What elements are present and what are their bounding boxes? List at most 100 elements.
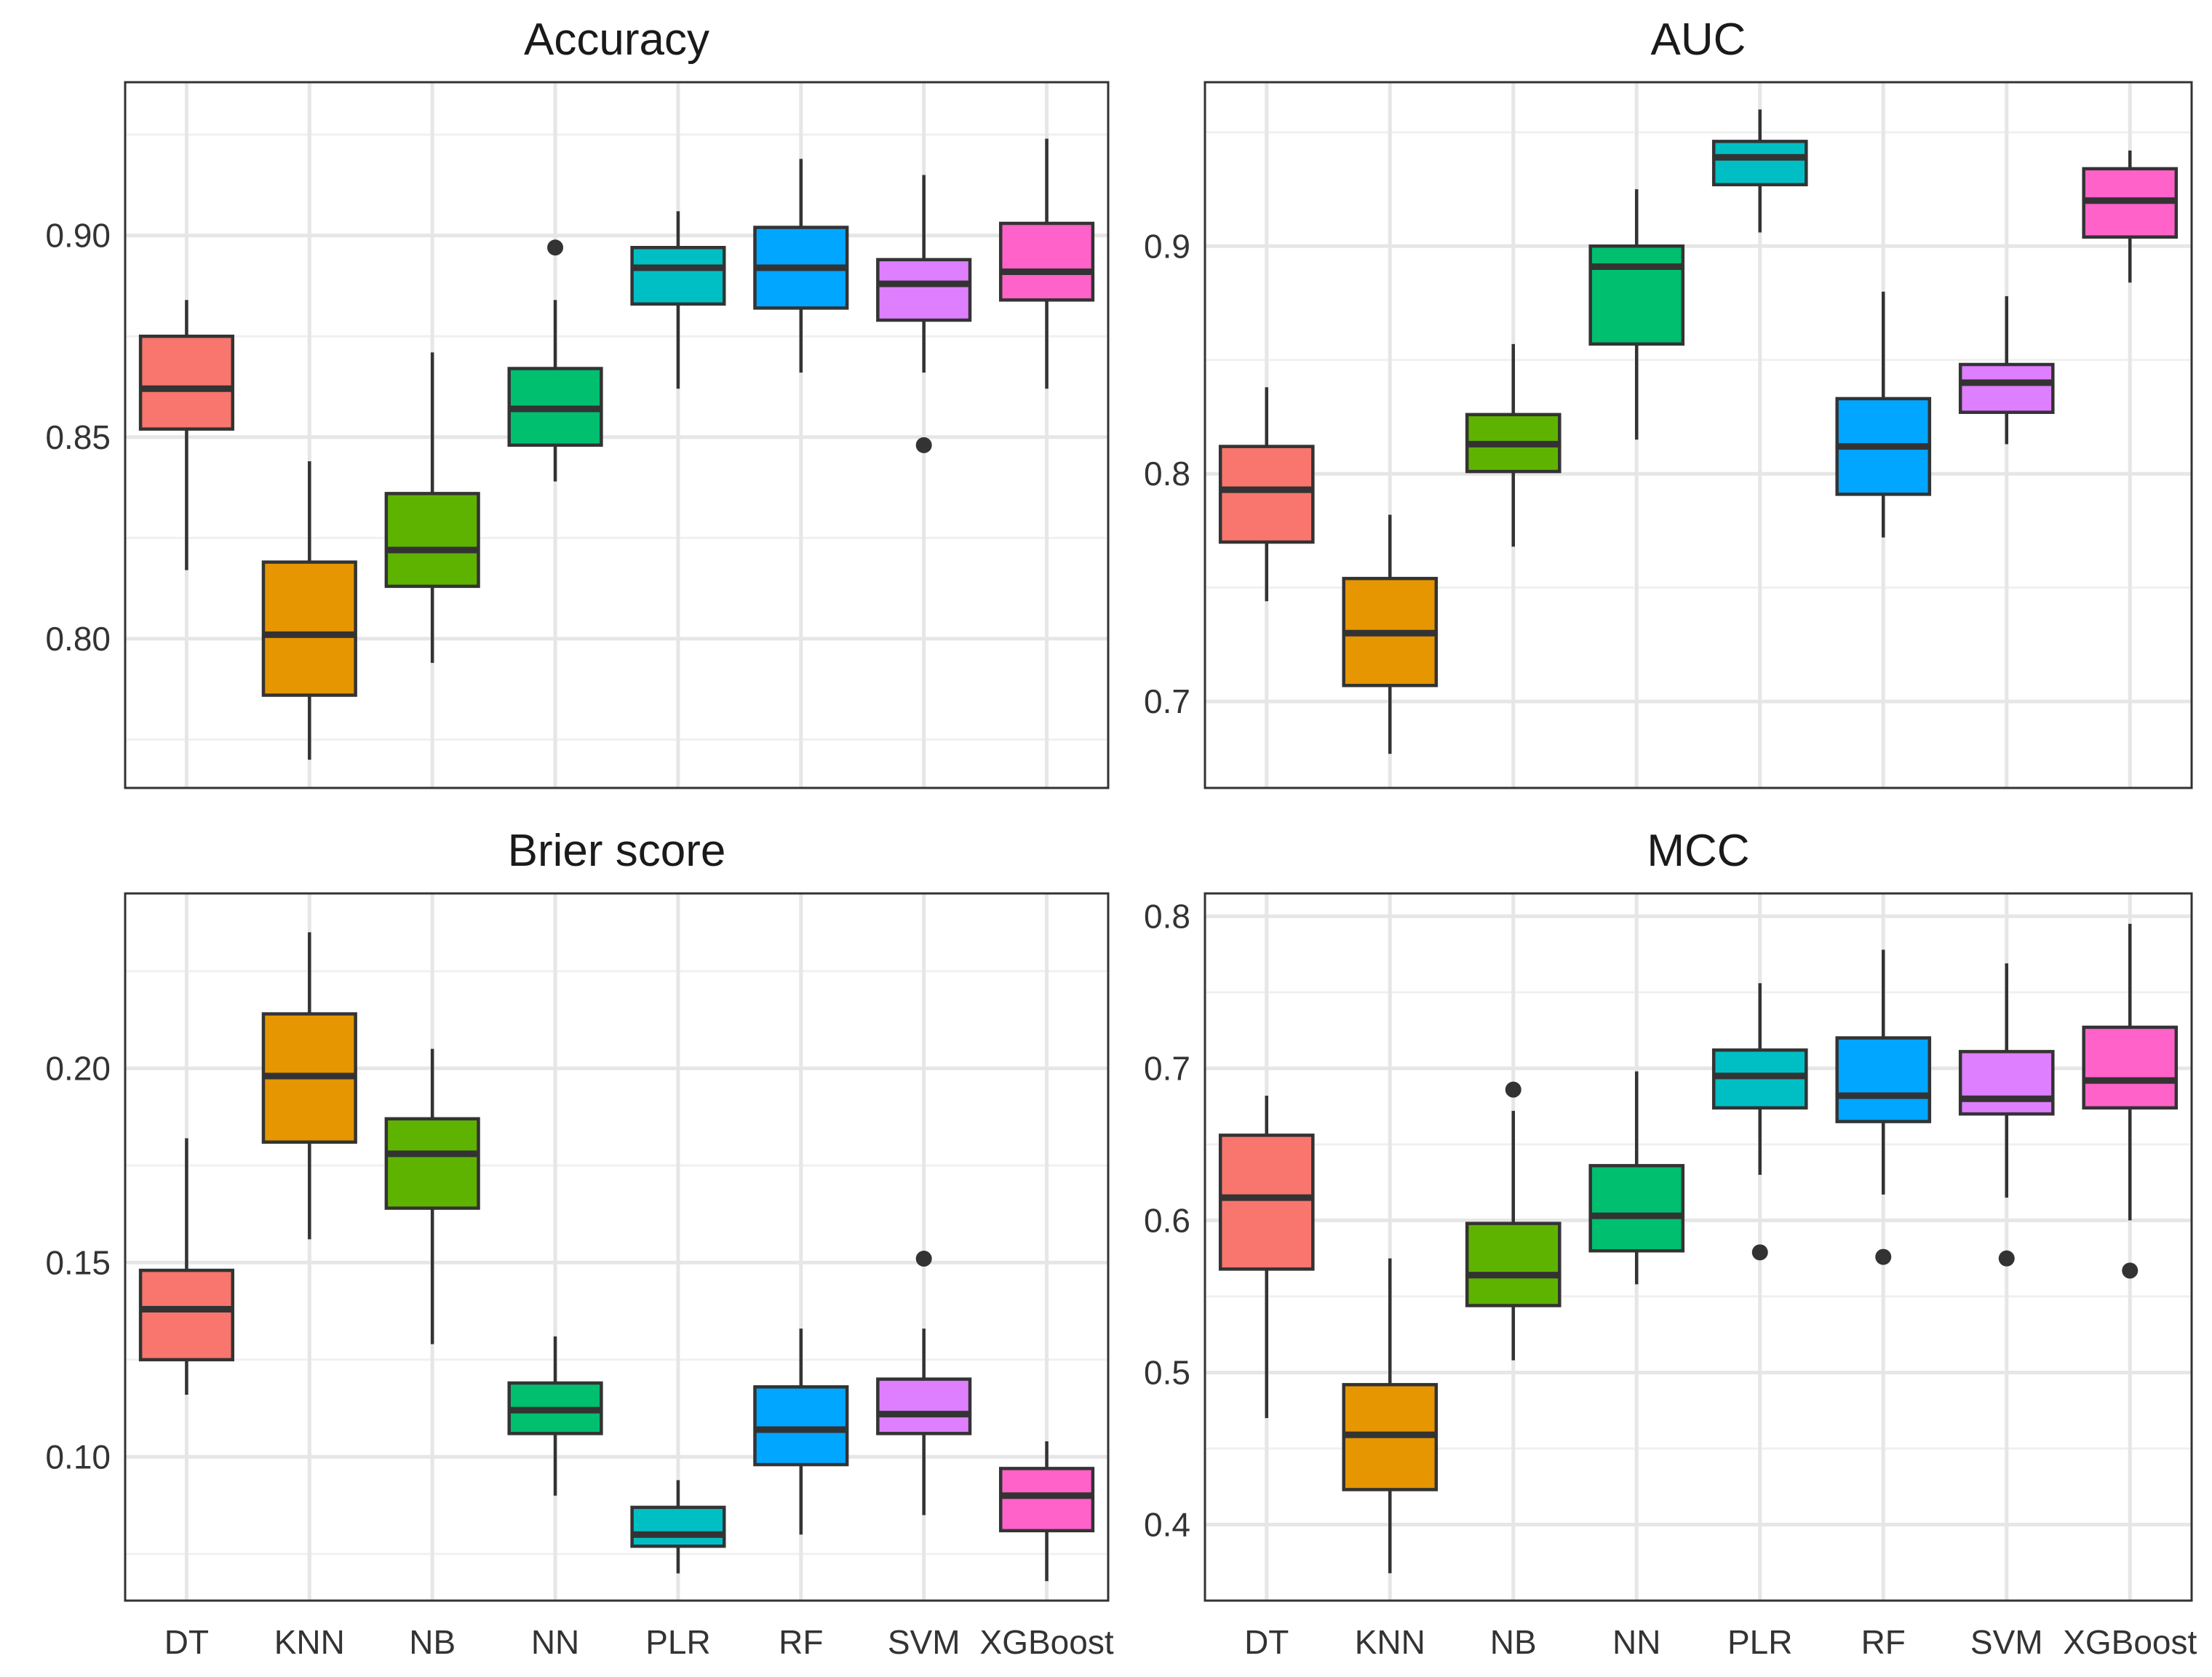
box-accuracy-knn xyxy=(261,461,357,760)
y-tick-label: 0.10 xyxy=(45,1438,111,1475)
iqr-box xyxy=(1958,1050,2055,1116)
box-brier-score-rf xyxy=(753,1329,849,1535)
panel-title-brier-score: Brier score xyxy=(508,826,726,876)
box-accuracy-rf xyxy=(753,159,849,373)
outlier-point xyxy=(1505,1081,1521,1098)
panel-border xyxy=(124,892,1110,1602)
iqr-box xyxy=(1711,140,1808,187)
iqr-box xyxy=(876,1377,972,1435)
outlier-point xyxy=(547,239,564,256)
box-auc-svm xyxy=(1958,296,2055,445)
y-tick-label: 0.5 xyxy=(1144,1353,1190,1391)
panel-border xyxy=(1204,892,2193,1602)
y-tick-label: 0.90 xyxy=(45,217,111,255)
x-tick-label-knn: KNN xyxy=(274,1623,345,1661)
panel-border xyxy=(124,81,1110,789)
box-auc-dt xyxy=(1218,387,1315,602)
iqr-box xyxy=(1218,1134,1315,1271)
box-mcc-nn xyxy=(1588,1071,1685,1285)
box-accuracy-nb xyxy=(384,352,480,664)
box-mcc-knn xyxy=(1342,1258,1439,1574)
box-mcc-nb xyxy=(1465,1081,1561,1361)
box-mcc-xgboost xyxy=(2082,923,2179,1279)
outlier-point xyxy=(1875,1248,1892,1265)
y-tick-label: 0.7 xyxy=(1144,1049,1190,1087)
y-tick-label: 0.8 xyxy=(1144,897,1190,935)
y-tick-label: 0.80 xyxy=(45,620,111,658)
outlier-point xyxy=(915,1251,932,1267)
panel-title-mcc: MCC xyxy=(1647,826,1749,876)
panel-title-auc: AUC xyxy=(1651,15,1746,65)
box-brier-score-plr xyxy=(630,1480,726,1574)
x-tick-label-dt: DT xyxy=(1244,1623,1289,1661)
x-tick-label-knn: KNN xyxy=(1355,1623,1425,1661)
box-brier-score-xgboost xyxy=(998,1441,1095,1582)
x-tick-label-plr: PLR xyxy=(1727,1623,1792,1661)
x-tick-label-nn: NN xyxy=(1612,1623,1660,1661)
iqr-box xyxy=(1958,362,2055,414)
box-brier-score-svm xyxy=(876,1251,972,1515)
outlier-point xyxy=(1998,1250,2015,1267)
panel-mcc: MCC 0.4 0.5 0.6 0.7 0.8 DT KNN NB NN PLR RF SVM XGBoo… xyxy=(1144,826,2197,1661)
panel-title-accuracy: Accuracy xyxy=(524,15,709,65)
iqr-box xyxy=(1218,445,1315,544)
y-tick-label: 0.4 xyxy=(1144,1505,1190,1543)
y-tick-label: 0.20 xyxy=(45,1049,111,1087)
box-brier-score-nb xyxy=(384,1048,480,1345)
x-tick-label-svm: SVM xyxy=(1970,1623,2043,1661)
box-auc-xgboost xyxy=(2082,150,2179,283)
x-tick-label-xgboost: XGBoost xyxy=(980,1623,1114,1661)
iqr-box xyxy=(1835,1036,1932,1123)
iqr-box xyxy=(2082,1025,2179,1110)
iqr-box xyxy=(630,246,726,306)
box-accuracy-xgboost xyxy=(998,138,1095,389)
outlier-point xyxy=(915,437,932,453)
iqr-box xyxy=(384,492,480,589)
box-mcc-svm xyxy=(1958,963,2055,1267)
y-tick-label: 0.6 xyxy=(1144,1201,1190,1239)
box-accuracy-dt xyxy=(138,300,235,570)
iqr-box xyxy=(384,1117,480,1210)
x-tick-label-nn: NN xyxy=(531,1623,579,1661)
iqr-box xyxy=(138,334,235,431)
panel-auc: AUC 0.7 0.8 0.9 xyxy=(1144,15,2193,789)
iqr-box xyxy=(1588,244,1685,346)
box-auc-nn xyxy=(1588,189,1685,440)
panel-accuracy: Accuracy 0.80 0.85 0.90 xyxy=(45,15,1110,789)
box-mcc-rf xyxy=(1835,949,1932,1265)
x-tick-label-dt: DT xyxy=(164,1623,209,1661)
y-tick-label: 0.15 xyxy=(45,1243,111,1281)
y-tick-label: 0.85 xyxy=(45,418,111,456)
box-auc-knn xyxy=(1342,514,1439,754)
box-auc-nb xyxy=(1465,343,1561,547)
iqr-box xyxy=(138,1268,235,1362)
iqr-box xyxy=(876,258,972,322)
box-brier-score-knn xyxy=(261,932,357,1240)
box-auc-rf xyxy=(1835,291,1932,538)
box-auc-plr xyxy=(1711,109,1808,233)
iqr-box xyxy=(261,560,357,697)
box-accuracy-plr xyxy=(630,211,726,389)
x-tick-label-nb: NB xyxy=(1490,1623,1537,1661)
y-tick-label: 0.9 xyxy=(1144,227,1190,265)
iqr-box xyxy=(1465,1222,1561,1307)
box-accuracy-svm xyxy=(876,175,972,453)
box-mcc-dt xyxy=(1218,1096,1315,1419)
iqr-box xyxy=(998,1467,1095,1533)
box-brier-score-dt xyxy=(138,1138,235,1395)
iqr-box xyxy=(1588,1163,1685,1253)
x-tick-label-svm: SVM xyxy=(888,1623,960,1661)
iqr-box xyxy=(998,221,1095,302)
box-accuracy-nn xyxy=(507,239,603,482)
x-tick-label-rf: RF xyxy=(1861,1623,1906,1661)
iqr-box xyxy=(753,1385,849,1467)
panel-brier-score: Brier score 0.10 0.15 0.20 DT KNN NB NN PLR RF SVM… xyxy=(45,826,1113,1661)
y-tick-label: 0.8 xyxy=(1144,455,1190,493)
box-brier-score-nn xyxy=(507,1336,603,1496)
x-tick-label-plr: PLR xyxy=(645,1623,710,1661)
outlier-point xyxy=(1751,1244,1768,1261)
x-tick-label-rf: RF xyxy=(779,1623,823,1661)
outlier-point xyxy=(2122,1262,2139,1279)
x-tick-label-xgboost: XGBoost xyxy=(2063,1623,2197,1661)
